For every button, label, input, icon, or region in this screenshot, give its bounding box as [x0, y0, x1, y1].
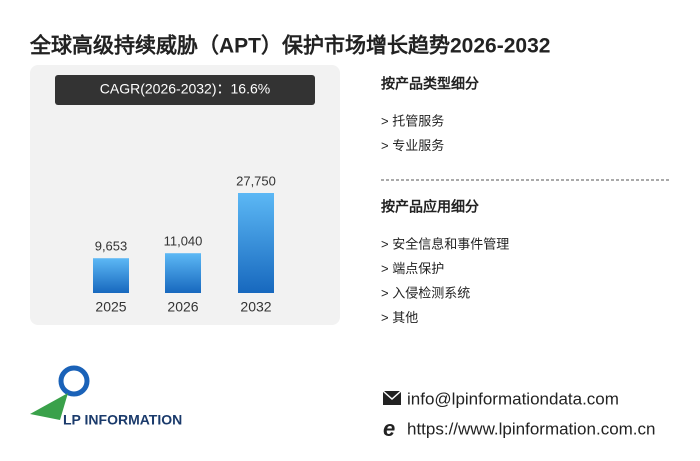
bar: [165, 253, 201, 293]
bar-chart: 9,653 2025 11,040 2026 27,750 2032: [93, 173, 276, 315]
value-label: 11,040: [164, 234, 203, 249]
list-item: > 端点保护: [381, 261, 444, 276]
value-label: 9,653: [95, 239, 128, 254]
list-item: > 专业服务: [381, 138, 444, 153]
title: 全球高级持续威胁（APT）保护市场增长趋势2026-2032: [29, 34, 550, 58]
list-item: > 入侵检测系统: [381, 285, 470, 300]
list-item: > 安全信息和事件管理: [381, 236, 509, 251]
application-list: > 安全信息和事件管理 > 端点保护 > 入侵检测系统 > 其他: [381, 236, 509, 325]
logo-text: LP INFORMATION: [63, 412, 182, 428]
value-label: 27,750: [236, 173, 276, 188]
type-list: > 托管服务 > 专业服务: [381, 113, 444, 153]
x-tick-label: 2025: [95, 299, 126, 315]
email-icon-flap: [382, 390, 402, 401]
x-tick-label: 2026: [167, 299, 198, 315]
email-row: info@lpinformationdata.com: [382, 389, 619, 408]
website-row: e https://www.lpinformation.com.cn: [383, 416, 655, 441]
bar: [93, 258, 129, 293]
section-title: 按产品应用细分: [381, 199, 479, 215]
email: info@lpinformationdata.com: [407, 389, 619, 408]
list-item: > 托管服务: [381, 113, 444, 128]
cagr-label: CAGR(2026-2032)：16.6%: [100, 81, 270, 97]
x-tick-label: 2032: [240, 299, 271, 315]
section-title: 按产品类型细分: [381, 76, 479, 92]
list-item: > 其他: [381, 310, 418, 325]
web-icon: e: [383, 416, 395, 441]
logo-ring: [58, 365, 90, 397]
logo-leaf: [30, 393, 68, 420]
logo: LP INFORMATION: [30, 365, 182, 428]
bar: [238, 193, 274, 293]
cagr-box: [55, 75, 315, 105]
website: https://www.lpinformation.com.cn: [407, 419, 655, 438]
